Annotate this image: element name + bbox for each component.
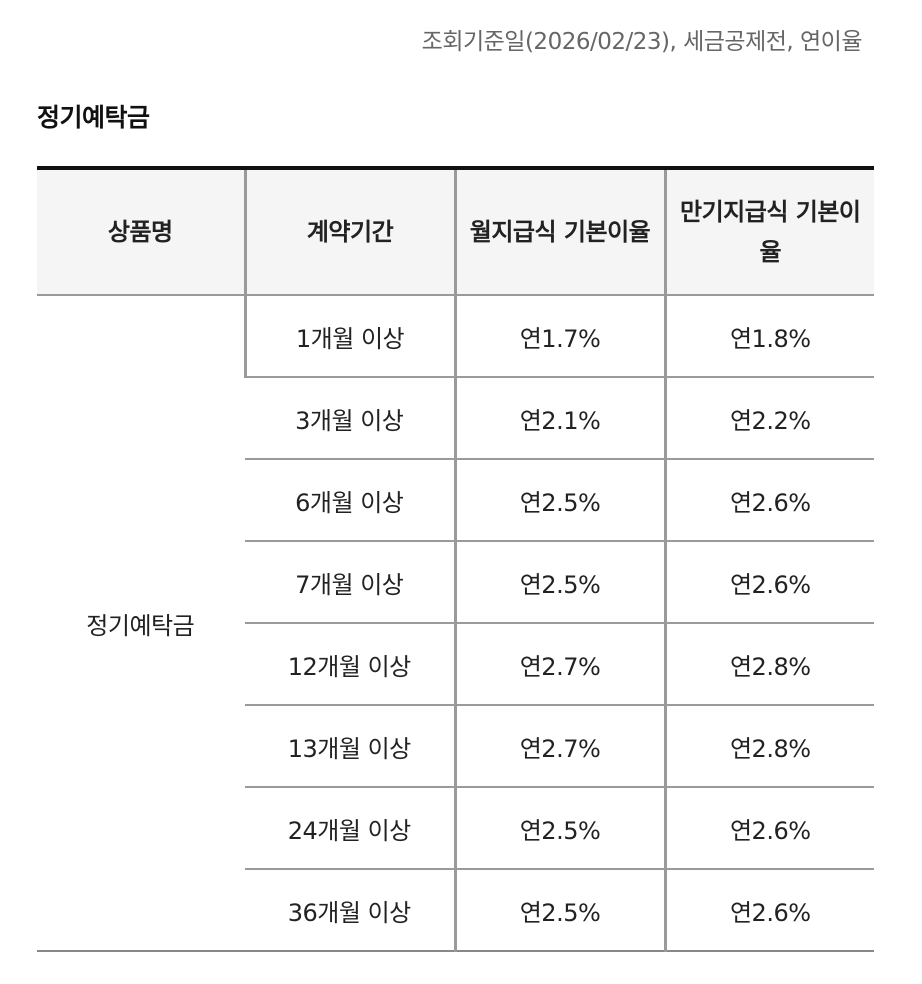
maturity-rate-cell: 연2.6% [663, 787, 874, 870]
maturity-rate-cell: 연1.8% [663, 295, 874, 378]
interest-rate-table: 상품명 계약기간 월지급식 기본이율 만기지급식 기본이율 정기예탁금 1개월 … [37, 166, 874, 952]
table-row: 24개월 이상 연2.5% 연2.6% [37, 787, 874, 870]
reference-date-note: 조회기준일(2026/02/23), 세금공제전, 연이율 [421, 29, 863, 55]
product-name-cell: 정기예탁금 [86, 611, 195, 640]
term-cell: 13개월 이상 [245, 705, 455, 788]
maturity-rate-cell: 연2.6% [663, 541, 874, 624]
header-maturity-rate: 만기지급식 기본이율 [663, 168, 874, 296]
term-cell: 1개월 이상 [243, 295, 455, 378]
maturity-rate-cell: 연2.6% [663, 459, 874, 542]
table-row: 7개월 이상 연2.5% 연2.6% [37, 541, 874, 624]
table-row: 12개월 이상 연2.7% 연2.8% [37, 623, 874, 706]
maturity-rate-cell: 연2.8% [663, 705, 874, 788]
table-row: 정기예탁금 1개월 이상 연1.7% 연1.8% [37, 295, 874, 640]
maturity-rate-cell: 연2.8% [663, 623, 874, 706]
monthly-rate-cell: 연2.1% [453, 377, 665, 460]
maturity-rate-cell: 연2.2% [663, 377, 874, 460]
term-cell: 6개월 이상 [245, 459, 455, 542]
term-cell: 12개월 이상 [245, 623, 455, 706]
term-cell: 36개월 이상 [287, 898, 412, 927]
section-title: 정기예탁금 [37, 103, 150, 132]
header-product: 상품명 [37, 168, 245, 296]
monthly-rate-cell: 연2.7% [453, 705, 665, 788]
table-row: 36개월 이상 연2.5% 연2.6% [37, 869, 874, 951]
table-row: 13개월 이상 연2.7% 연2.8% [37, 705, 874, 788]
maturity-rate-cell: 연2.6% [663, 869, 874, 951]
monthly-rate-cell: 연2.5% [453, 459, 665, 542]
table-row: 3개월 이상 연2.1% 연2.2% [37, 377, 874, 460]
term-cell: 7개월 이상 [245, 541, 455, 624]
term-cell: 3개월 이상 [245, 377, 455, 460]
monthly-rate-cell: 연1.7% [453, 295, 665, 378]
monthly-rate-cell: 연2.5% [453, 787, 665, 870]
monthly-rate-cell: 연2.7% [453, 623, 665, 706]
monthly-rate-cell: 연2.5% [453, 541, 665, 624]
header-term: 계약기간 [243, 168, 455, 296]
table-row: 6개월 이상 연2.5% 연2.6% [37, 459, 874, 542]
term-cell: 24개월 이상 [245, 787, 455, 870]
monthly-rate-cell: 연2.5% [453, 869, 665, 951]
table-header-row: 상품명 계약기간 월지급식 기본이율 만기지급식 기본이율 [37, 168, 874, 296]
header-monthly-rate: 월지급식 기본이율 [453, 168, 665, 296]
